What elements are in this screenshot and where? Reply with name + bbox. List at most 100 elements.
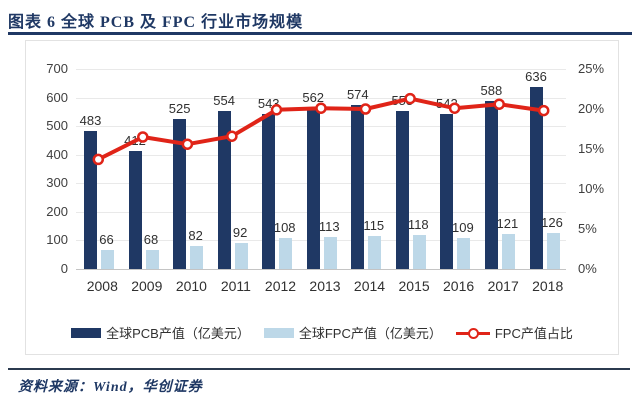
footer-divider [8, 368, 630, 370]
fpc-ratio-marker [537, 104, 550, 117]
fpc-ratio-marker [493, 98, 505, 110]
fpc-value-label: 66 [99, 232, 114, 248]
fpc-value-label: 109 [452, 219, 474, 235]
right-axis-tick: 0% [578, 261, 597, 276]
pcb-bar [529, 87, 543, 269]
fpc-value-label: 118 [407, 217, 429, 233]
x-axis-label: 2009 [131, 278, 163, 294]
legend-label-fpc: 全球FPC产值（亿美元） [298, 326, 442, 341]
right-axis-tick: 10% [578, 181, 605, 196]
fpc-ratio-marker [270, 104, 283, 116]
fpc-ratio-marker [448, 102, 461, 114]
pcb-bar [484, 101, 498, 269]
legend: 全球PCB产值（亿美元） 全球FPC产值（亿美元） FPC产值占比 [26, 323, 618, 342]
fpc-bar [457, 237, 471, 269]
left-axis-tick: 300 [46, 175, 68, 191]
x-axis-label: 2015 [398, 278, 430, 294]
left-axis-tick: 400 [46, 146, 68, 162]
fpc-value-label: 121 [496, 216, 519, 232]
pcb-bar [440, 114, 454, 269]
fpc-ratio-marker [404, 92, 416, 105]
fpc-bar [323, 236, 337, 269]
pcb-value-label: 588 [480, 83, 503, 98]
legend-item-fpc: 全球FPC产值（亿美元） [263, 323, 442, 342]
pcb-bar [173, 119, 187, 269]
title-underline [8, 32, 632, 35]
pcb-bar [128, 151, 142, 269]
gridline [76, 269, 566, 270]
fpc-bar [501, 234, 515, 269]
right-axis-tick: 20% [578, 101, 605, 116]
fpc-bar [234, 242, 248, 269]
fpc-bar [145, 249, 159, 269]
x-axis-label: 2016 [443, 278, 475, 294]
fpc-ratio-marker [315, 102, 327, 114]
fpc-value-label: 92 [232, 224, 248, 240]
gridline [76, 154, 566, 156]
x-axis-label: 2013 [309, 278, 341, 294]
legend-item-ratio: FPC产值占比 [455, 323, 573, 342]
fpc-bar [412, 235, 426, 269]
pcb-value-label: 574 [346, 87, 369, 102]
pcb-bar [395, 111, 409, 269]
pcb-bar [262, 113, 276, 269]
fpc-value-label: 126 [541, 215, 563, 230]
pcb-bar [217, 110, 231, 269]
pcb-value-label: 562 [302, 90, 325, 106]
fpc-value-label: 68 [143, 231, 159, 247]
pcb-value-label: 636 [525, 69, 547, 85]
pcb-value-label: 554 [213, 92, 235, 108]
gridline [76, 240, 566, 242]
fpc-bar [279, 238, 293, 269]
left-axis-tick: 500 [46, 118, 68, 134]
ratio-line-swatch [455, 327, 490, 339]
gridline [76, 97, 566, 99]
left-axis-tick: 100 [46, 232, 68, 248]
legend-label-ratio: FPC产值占比 [494, 326, 573, 341]
left-axis-tick: 0 [60, 261, 68, 276]
fpc-ratio-marker [137, 131, 149, 143]
pcb-value-label: 525 [168, 101, 191, 116]
left-axis-tick: 200 [46, 203, 68, 219]
pcb-bar [306, 108, 320, 269]
x-axis-label: 2010 [175, 278, 207, 294]
right-axis-tick: 15% [578, 141, 605, 156]
right-axis-tick: 25% [578, 61, 605, 76]
source-note: 资料来源：Wind，华创证券 [18, 380, 203, 395]
fpc-ratio-marker [181, 138, 194, 150]
fpc-ratio-marker [359, 103, 372, 115]
x-axis-label: 2017 [487, 278, 519, 294]
fpc-ratio-line [92, 92, 550, 166]
fpc-value-label: 113 [318, 218, 340, 234]
left-axis-tick: 600 [46, 89, 68, 105]
fpc-bar [368, 236, 382, 269]
page-title: 图表 6 全球 PCB 及 FPC 行业市场规模 [8, 14, 304, 31]
fpc-ratio-marker [226, 130, 238, 142]
legend-item-pcb: 全球PCB产值（亿美元） [71, 323, 250, 342]
fpc-bar [190, 245, 204, 269]
fpc-bar [101, 250, 114, 269]
x-axis-label: 2008 [86, 278, 118, 294]
left-axis-tick: 700 [46, 61, 68, 76]
pcb-bar-swatch [71, 327, 102, 338]
fpc-ratio-marker [92, 153, 105, 166]
fpc-value-label: 108 [273, 220, 296, 236]
legend-label-pcb: 全球PCB产值（亿美元） [106, 326, 250, 341]
gridline [76, 183, 566, 185]
pcb-bar [84, 131, 97, 269]
x-axis-label: 2011 [220, 278, 251, 294]
gridline [76, 211, 566, 213]
fpc-value-label: 115 [363, 218, 385, 234]
x-axis-label: 2014 [353, 278, 386, 294]
fpc-value-label: 82 [188, 227, 203, 243]
x-axis-label: 2012 [264, 278, 297, 294]
fpc-bar [546, 233, 560, 269]
pcb-bar [351, 105, 365, 269]
chart-panel: 700 600 500 400 300 200 100 0 25% 20% 15% 10% 5% 0% 48… [25, 40, 619, 355]
fpc-bar-swatch [263, 327, 294, 338]
plot-area: 700 600 500 400 300 200 100 0 25% 20% 15% 10% 5% 0% 48… [26, 41, 618, 354]
pcb-value-label: 483 [79, 113, 102, 128]
x-axis-label: 2018 [532, 278, 564, 294]
right-axis-tick: 5% [578, 221, 597, 236]
